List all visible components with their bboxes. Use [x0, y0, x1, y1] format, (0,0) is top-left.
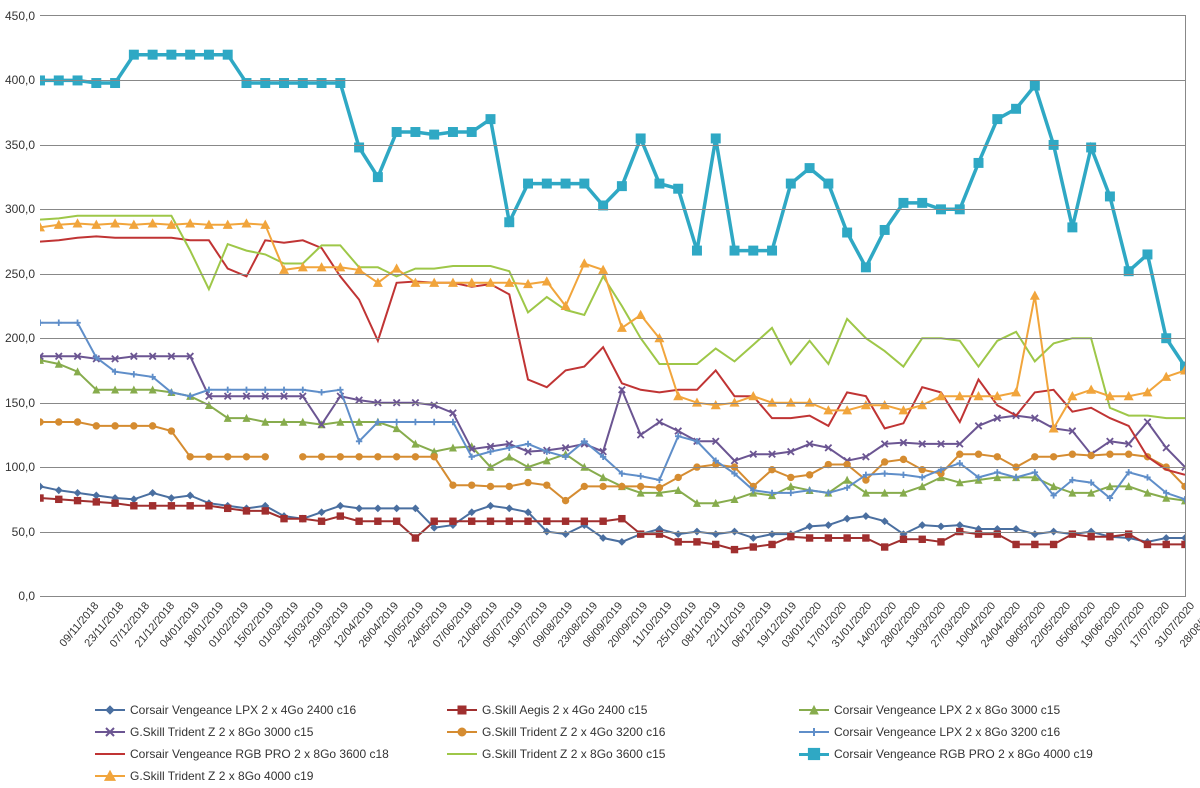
- gridline: [40, 467, 1185, 468]
- y-tick-label: 200,0: [0, 331, 35, 345]
- legend-item: Corsair Vengeance RGB PRO 2 x 8Go 4000 c…: [799, 744, 1151, 764]
- legend-label: Corsair Vengeance RGB PRO 2 x 8Go 4000 c…: [834, 747, 1093, 761]
- plot-area: 0,050,0100,0150,0200,0250,0300,0350,0400…: [40, 15, 1186, 597]
- gridline: [40, 209, 1185, 210]
- y-tick-label: 350,0: [0, 138, 35, 152]
- legend-item: Corsair Vengeance RGB PRO 2 x 8Go 3600 c…: [95, 744, 447, 764]
- gridline: [40, 403, 1185, 404]
- legend-item: G.Skill Trident Z 2 x 4Go 3200 c16: [447, 722, 799, 742]
- legend-label: G.Skill Aegis 2 x 4Go 2400 c15: [482, 703, 647, 717]
- legend-item: G.Skill Trident Z 2 x 8Go 4000 c19: [95, 766, 447, 786]
- legend-label: G.Skill Trident Z 2 x 4Go 3200 c16: [482, 725, 665, 739]
- gridline: [40, 338, 1185, 339]
- plot-svg: [40, 16, 1185, 596]
- legend-label: G.Skill Trident Z 2 x 8Go 3600 c15: [482, 747, 665, 761]
- y-tick-label: 450,0: [0, 9, 35, 23]
- y-tick-label: 250,0: [0, 267, 35, 281]
- legend-item: G.Skill Aegis 2 x 4Go 2400 c15: [447, 700, 799, 720]
- legend-item: G.Skill Trident Z 2 x 8Go 3000 c15: [95, 722, 447, 742]
- legend-label: Corsair Vengeance RGB PRO 2 x 8Go 3600 c…: [130, 747, 389, 761]
- legend-label: G.Skill Trident Z 2 x 8Go 3000 c15: [130, 725, 313, 739]
- gridline: [40, 274, 1185, 275]
- legend-label: Corsair Vengeance LPX 2 x 8Go 3000 c15: [834, 703, 1060, 717]
- legend-item: Corsair Vengeance LPX 2 x 8Go 3200 c16: [799, 722, 1151, 742]
- chart-container: 0,0 50,0 100,0 150,0 200,0 250,0 300,0 350,0 400…: [0, 0, 1200, 783]
- gridline: [40, 80, 1185, 81]
- x-axis-labels: 09/11/201823/11/201807/12/201821/12/2018…: [40, 600, 1185, 710]
- y-tick-label: 150,0: [0, 396, 35, 410]
- legend: Corsair Vengeance LPX 2 x 4Go 2400 c16 G.…: [95, 700, 1155, 788]
- y-tick-label: 50,0: [0, 525, 35, 539]
- y-tick-label: 300,0: [0, 202, 35, 216]
- legend-item: Corsair Vengeance LPX 2 x 8Go 3000 c15: [799, 700, 1151, 720]
- legend-label: G.Skill Trident Z 2 x 8Go 4000 c19: [130, 769, 313, 783]
- y-tick-label: 400,0: [0, 73, 35, 87]
- y-tick-label: 100,0: [0, 460, 35, 474]
- gridline: [40, 145, 1185, 146]
- legend-item: Corsair Vengeance LPX 2 x 4Go 2400 c16: [95, 700, 447, 720]
- legend-label: Corsair Vengeance LPX 2 x 8Go 3200 c16: [834, 725, 1060, 739]
- legend-item: G.Skill Trident Z 2 x 8Go 3600 c15: [447, 744, 799, 764]
- gridline: [40, 532, 1185, 533]
- y-tick-label: 0,0: [0, 589, 35, 603]
- legend-label: Corsair Vengeance LPX 2 x 4Go 2400 c16: [130, 703, 356, 717]
